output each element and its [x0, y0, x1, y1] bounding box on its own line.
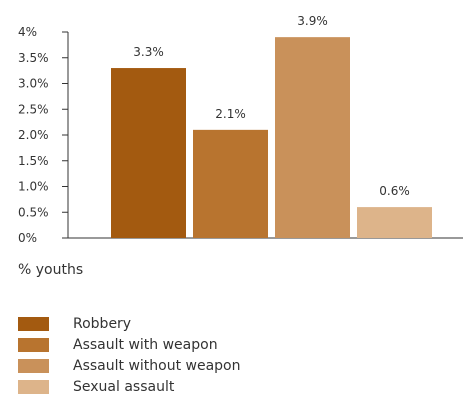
legend-item-sexual-assault: Sexual assault	[18, 377, 241, 397]
legend-label-assault-without-weapon: Assault without weapon	[73, 358, 241, 374]
y-tick-label: 1.5%	[18, 154, 49, 168]
legend-swatch-assault-without-weapon	[18, 359, 49, 373]
legend-label-assault-with-weapon: Assault with weapon	[73, 337, 218, 353]
bar-value-label: 3.3%	[133, 45, 164, 59]
bar	[357, 207, 432, 238]
legend-swatch-robbery	[18, 317, 49, 331]
legend: Robbery Assault with weapon Assault with…	[18, 314, 241, 398]
legend-label-sexual-assault: Sexual assault	[73, 379, 175, 395]
y-tick-label: 2.5%	[18, 102, 49, 116]
y-tick-label: 1.0%	[18, 180, 49, 194]
legend-item-robbery: Robbery	[18, 314, 241, 334]
bar-chart: 0% 0.5% 1.0% 1.5% 2.0% 2.5% 3.0% 3.5% 4% 3.3% 2.1%…	[18, 14, 463, 245]
y-tick-label: 3.0%	[18, 77, 49, 91]
bar-value-label: 3.9%	[297, 14, 328, 28]
y-axis-title: % youths	[18, 262, 84, 278]
legend-swatch-assault-with-weapon	[18, 338, 49, 352]
legend-swatch-sexual-assault	[18, 380, 49, 394]
legend-item-assault-without-weapon: Assault without weapon	[18, 356, 241, 376]
y-tick-label: 0.5%	[18, 205, 49, 219]
legend-item-assault-with-weapon: Assault with weapon	[18, 335, 241, 355]
bar	[275, 37, 350, 239]
bar-value-label: 0.6%	[379, 184, 410, 198]
legend-label-robbery: Robbery	[73, 316, 132, 332]
y-tick-label: 0%	[18, 231, 37, 245]
bar-value-label: 2.1%	[215, 107, 246, 121]
y-tick-label: 2.0%	[18, 128, 49, 142]
bar	[193, 129, 268, 238]
y-tick-label: 3.5%	[18, 51, 49, 65]
y-tick-label: 4%	[18, 25, 37, 39]
bar	[111, 68, 186, 238]
